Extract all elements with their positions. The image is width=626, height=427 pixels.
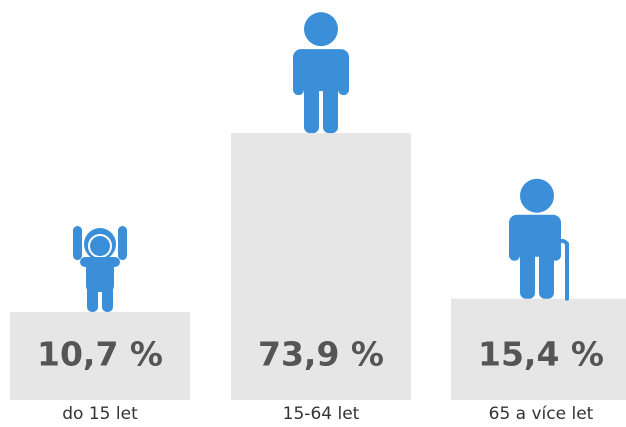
bar — [231, 133, 411, 400]
category-label: do 15 let — [62, 404, 138, 424]
icon-part — [73, 226, 82, 261]
bar — [10, 312, 190, 400]
icon-part — [519, 216, 555, 257]
cane — [554, 238, 569, 301]
icon-part — [303, 51, 339, 92]
icon-part — [118, 226, 127, 261]
category-label: 15-64 let — [283, 404, 360, 424]
bar — [451, 298, 626, 400]
person-icon — [73, 226, 127, 313]
person-icon — [509, 178, 569, 301]
icon-part — [84, 228, 116, 261]
category-label: 65 a více let — [489, 404, 594, 424]
icon-part — [520, 248, 535, 299]
icon-part — [338, 53, 349, 96]
icon-part — [304, 83, 319, 134]
icon-part — [323, 83, 338, 134]
person-icon — [293, 12, 349, 134]
icon-part — [88, 234, 112, 259]
value-label: 10,7 % — [37, 335, 163, 374]
value-label: 15,4 % — [478, 335, 604, 374]
icon-part — [293, 53, 304, 96]
icon-part — [520, 178, 554, 213]
icon-part — [539, 248, 554, 299]
icon-part — [304, 12, 338, 47]
icon-part — [509, 218, 520, 261]
icon-part — [102, 284, 113, 313]
icon-part — [87, 284, 98, 313]
value-label: 73,9 % — [258, 335, 384, 374]
